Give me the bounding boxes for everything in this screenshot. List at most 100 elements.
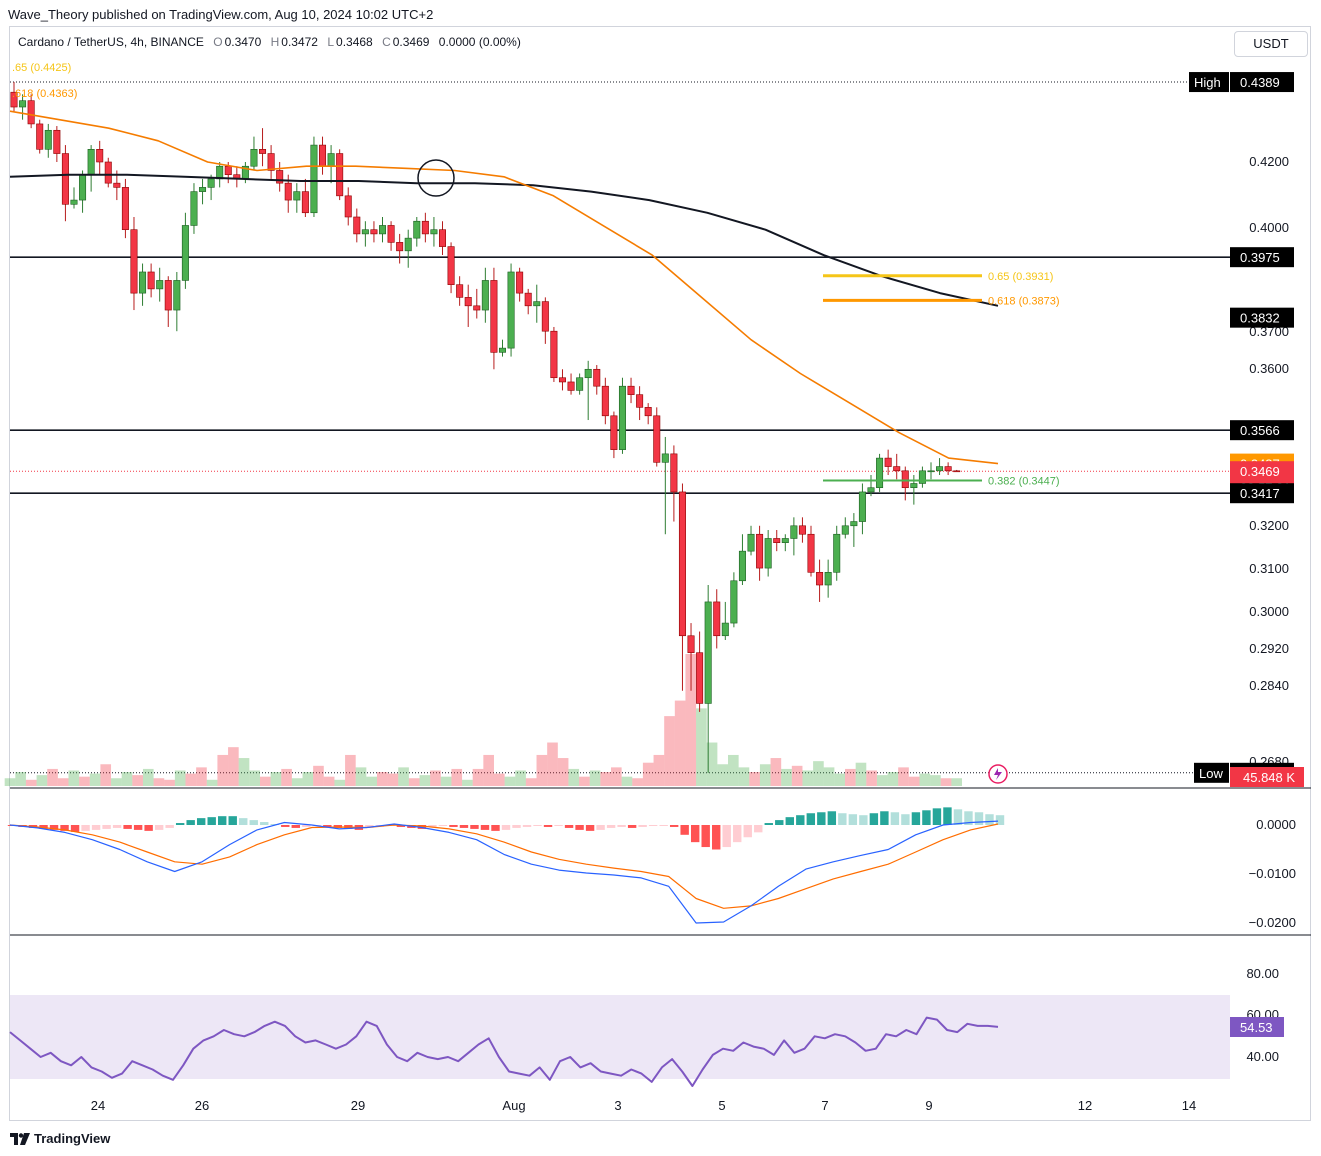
volume-bar xyxy=(15,772,26,786)
volume-bar xyxy=(717,764,729,786)
volume-bar xyxy=(345,754,356,786)
macd-histogram-bar xyxy=(39,825,48,829)
macd-histogram-bar xyxy=(648,825,658,826)
candle-body xyxy=(301,191,309,214)
candle-body xyxy=(396,242,404,252)
candle-body xyxy=(524,292,532,307)
candle-body xyxy=(481,280,489,311)
volume-bar xyxy=(196,767,207,786)
price-tag xyxy=(1230,307,1294,328)
volume-bar xyxy=(79,776,90,786)
candle-body xyxy=(344,195,352,218)
volume-bar xyxy=(472,768,484,786)
open-value: 0.3470 xyxy=(224,35,262,49)
candle-body xyxy=(207,178,215,188)
high-value: 0.3472 xyxy=(281,35,318,49)
candle-body xyxy=(653,415,661,463)
candle-body xyxy=(199,187,207,192)
candle-body xyxy=(10,91,18,108)
macd-line xyxy=(9,820,999,924)
alert-icon[interactable] xyxy=(988,764,1008,784)
volume-bar xyxy=(419,775,431,786)
candle-body xyxy=(713,601,721,637)
volume-bar xyxy=(632,778,643,786)
volume-tag xyxy=(1230,767,1304,787)
x-tick-label: 12 xyxy=(1078,1098,1092,1113)
volume-bar xyxy=(430,770,441,786)
candle-body xyxy=(918,470,926,484)
symbol-bar: Cardano / TetherUS, 4h, BINANCE O 0.3470 … xyxy=(18,35,523,49)
chart-frame xyxy=(9,26,1311,1121)
macd-histogram-bar xyxy=(575,825,584,830)
price-tag xyxy=(1230,247,1294,268)
candle-body xyxy=(130,229,138,294)
candle-body xyxy=(516,271,524,294)
candle-body xyxy=(250,149,258,167)
x-tick-label: 7 xyxy=(821,1098,828,1113)
fib-label: .65 (0.4425) xyxy=(12,62,71,74)
candle-body xyxy=(764,538,772,569)
price-tag-label: High xyxy=(1194,75,1221,90)
rsi-tag xyxy=(1230,1017,1284,1037)
volume-bar xyxy=(674,700,686,786)
candle-body xyxy=(841,525,849,535)
volume-bar xyxy=(153,778,165,786)
volume-bar xyxy=(547,742,558,786)
volume-bar xyxy=(334,779,346,786)
macd-histogram-bar xyxy=(133,825,143,830)
x-tick-label: 29 xyxy=(351,1098,365,1113)
candle-body xyxy=(756,533,764,569)
candle-body xyxy=(284,182,292,201)
candle-body xyxy=(850,521,858,527)
macd-histogram-bar xyxy=(669,825,679,827)
candle-body xyxy=(490,280,498,353)
candle-body xyxy=(61,153,69,205)
candle-body xyxy=(798,525,806,535)
price-tag xyxy=(1230,420,1294,441)
volume-bar xyxy=(728,754,739,786)
price-tag xyxy=(1230,483,1294,504)
tradingview-logo-icon xyxy=(10,1132,30,1145)
volume-bar xyxy=(685,654,697,786)
candle-body xyxy=(147,271,155,290)
y-tick-label: 0.3200 xyxy=(1249,518,1289,533)
publisher-line: Wave_Theory published on TradingView.com… xyxy=(8,7,434,22)
macd-histogram-bar xyxy=(533,825,542,826)
fib-label: 0.618 (0.3873) xyxy=(988,295,1060,307)
y-tick-label: 0.3700 xyxy=(1249,324,1289,339)
fib-label: 0.65 (0.3931) xyxy=(988,271,1053,283)
symbol-name[interactable]: Cardano / TetherUS, 4h, BINANCE xyxy=(18,35,204,49)
candle-body xyxy=(276,170,284,184)
candle-body xyxy=(910,483,918,489)
fib-label: .618 (0.4363) xyxy=(12,88,77,100)
candle-body xyxy=(139,271,147,294)
candle-body xyxy=(473,305,481,311)
volume-bar xyxy=(706,742,718,786)
currency-button[interactable]: USDT xyxy=(1234,31,1308,57)
volume-bar xyxy=(451,768,463,786)
candle-body xyxy=(361,229,369,235)
candle-body xyxy=(27,100,35,125)
macd-histogram-bar xyxy=(70,825,80,832)
volume-bar xyxy=(174,770,186,786)
macd-histogram-bar xyxy=(712,825,721,850)
macd-signal-line xyxy=(9,823,999,909)
macd-histogram-bar xyxy=(985,814,994,825)
candle-body xyxy=(884,457,892,467)
candle-body xyxy=(190,191,198,226)
candle-body xyxy=(507,271,515,349)
macd-histogram-bar xyxy=(186,820,195,825)
x-tick-label: 5 xyxy=(718,1098,725,1113)
macd-histogram-bar xyxy=(922,810,931,825)
close-value: 0.3469 xyxy=(392,35,430,49)
macd-histogram-bar xyxy=(890,812,900,825)
tradingview-logo[interactable]: TradingView xyxy=(10,1131,110,1146)
x-tick-label: 24 xyxy=(91,1098,105,1113)
macd-histogram-bar xyxy=(617,825,626,827)
volume-bar xyxy=(653,754,665,786)
price-tag-value: 0.3975 xyxy=(1240,250,1280,265)
candle-body xyxy=(824,572,832,586)
candle-body xyxy=(876,457,884,489)
price-tag-value: 0.4389 xyxy=(1240,75,1280,90)
